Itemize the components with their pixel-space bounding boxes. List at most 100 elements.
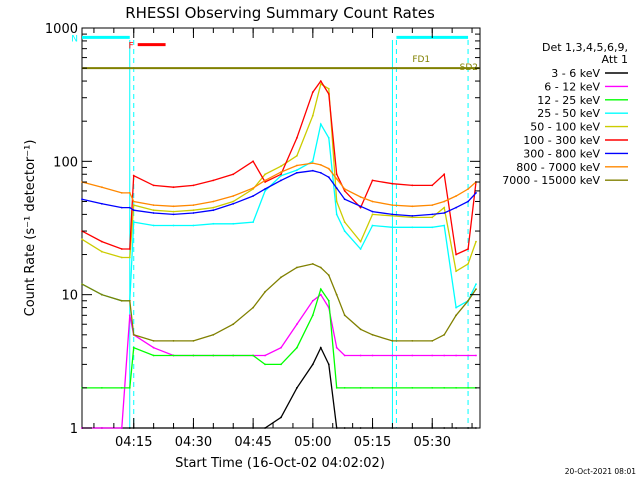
data-point [264, 363, 266, 366]
data-point [101, 293, 103, 296]
data-point [152, 346, 155, 349]
series-points [81, 293, 477, 429]
data-point [343, 188, 346, 190]
data-point [467, 263, 469, 265]
data-point [296, 171, 298, 174]
data-point [359, 354, 362, 357]
data-point [319, 164, 322, 166]
data-point [311, 263, 314, 265]
data-point [343, 314, 346, 317]
data-point [327, 137, 330, 139]
data-point [212, 209, 215, 212]
plot-frame [81, 27, 481, 429]
data-point [371, 179, 374, 182]
data-point [343, 387, 346, 389]
data-point [172, 186, 175, 189]
data-point [81, 198, 83, 201]
data-point [359, 328, 362, 331]
data-point [431, 204, 434, 207]
data-point [101, 202, 103, 205]
data-point [319, 171, 322, 174]
y-tick-label: 100 [53, 155, 78, 170]
data-point [296, 266, 298, 269]
data-point [391, 182, 394, 185]
legend-label: 7000 - 15000 keV [502, 174, 600, 187]
data-point [232, 173, 235, 176]
data-point [232, 222, 235, 225]
data-point [192, 354, 195, 357]
data-point [319, 346, 322, 349]
series-line [81, 162, 477, 207]
data-point [120, 192, 123, 194]
data-point [280, 173, 282, 176]
data-point [359, 427, 362, 429]
data-point [128, 314, 131, 317]
legend-label: 3 - 6 keV [551, 67, 600, 80]
data-point [335, 293, 338, 296]
data-point [411, 215, 414, 217]
data-point [252, 160, 255, 163]
data-point [443, 427, 446, 429]
data-point [232, 195, 235, 197]
data-point [455, 206, 457, 209]
data-point [411, 340, 414, 342]
data-point [335, 213, 338, 216]
data-point [411, 205, 414, 208]
data-point [359, 248, 362, 250]
data-point [467, 188, 469, 190]
flag-label: N [71, 34, 78, 44]
data-point [120, 248, 123, 250]
data-point [128, 299, 131, 302]
data-point [128, 206, 131, 209]
data-point [172, 213, 175, 216]
data-point [132, 346, 135, 349]
data-point [172, 340, 175, 342]
data-point [192, 184, 195, 187]
legend-label: 800 - 7000 keV [516, 161, 600, 174]
data-point [101, 427, 103, 429]
data-point [371, 387, 374, 389]
data-point [371, 200, 374, 203]
data-point [132, 333, 135, 336]
data-point [252, 187, 255, 190]
data-point [232, 200, 235, 203]
data-point [455, 195, 457, 197]
data-point [467, 354, 469, 357]
data-point [264, 188, 266, 190]
data-point [120, 387, 123, 389]
data-point [128, 192, 131, 194]
data-point [455, 270, 457, 273]
data-point [296, 137, 298, 139]
y-axis-label: Count Rate (s⁻¹ detector⁻¹) [23, 140, 38, 317]
data-point [443, 173, 446, 176]
data-point [443, 200, 446, 203]
data-point [280, 171, 282, 174]
y-tick-label: 10 [61, 289, 78, 304]
x-tick-label: 05:00 [294, 435, 331, 450]
series-line [81, 79, 477, 256]
data-point [335, 187, 338, 190]
data-point [280, 179, 282, 182]
data-point [311, 162, 314, 165]
data-point [120, 299, 123, 302]
data-point [467, 299, 469, 302]
data-point [132, 174, 135, 177]
data-point [296, 169, 298, 172]
data-point [232, 354, 235, 357]
data-point [120, 256, 123, 259]
data-point [391, 226, 394, 229]
data-point [319, 123, 322, 126]
data-point [391, 215, 394, 217]
data-point [101, 250, 103, 253]
data-point [411, 184, 414, 187]
data-point [455, 306, 457, 309]
data-point [467, 248, 469, 250]
series-points [81, 162, 477, 208]
data-point [443, 387, 446, 389]
data-point [443, 206, 446, 209]
data-point [132, 200, 135, 203]
legend-label: 6 - 12 keV [544, 80, 600, 93]
data-point [311, 299, 314, 302]
data-point [443, 354, 446, 357]
